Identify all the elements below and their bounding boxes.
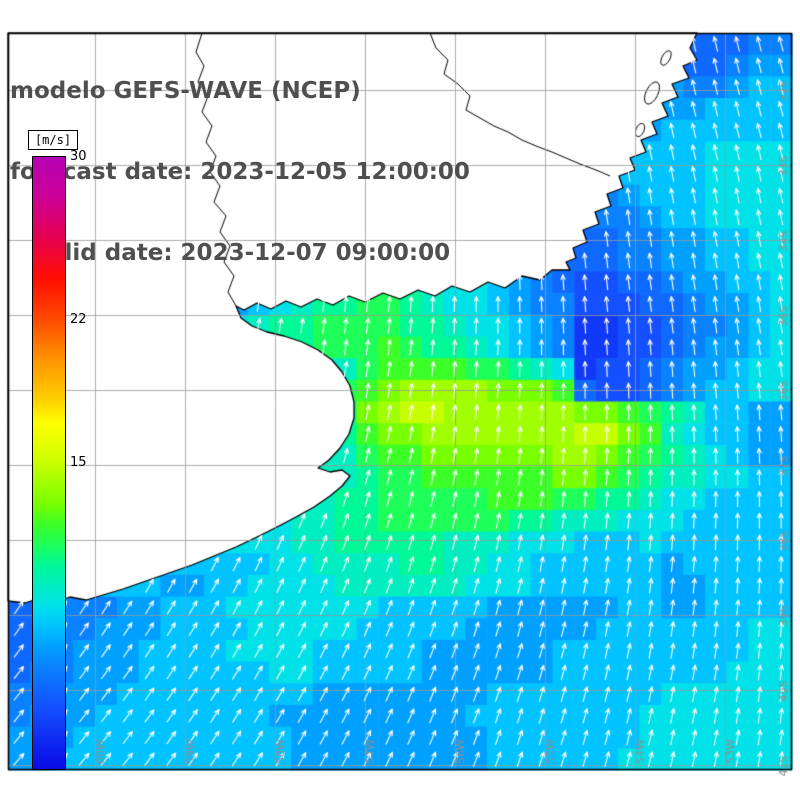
colorbar-gradient <box>32 156 66 770</box>
colorbar: [m/s] 30 22 15 <box>26 130 102 780</box>
colorbar-unit-label: [m/s] <box>28 130 78 150</box>
model-title: modelo GEFS-WAVE (NCEP) <box>10 78 361 104</box>
colorbar-tick-label: 22 <box>70 312 87 328</box>
colorbar-tick-label: 15 <box>70 455 87 470</box>
colorbar-tick-label: 30 <box>70 149 87 164</box>
colorbar-ticks: 30 22 15 <box>26 130 102 780</box>
